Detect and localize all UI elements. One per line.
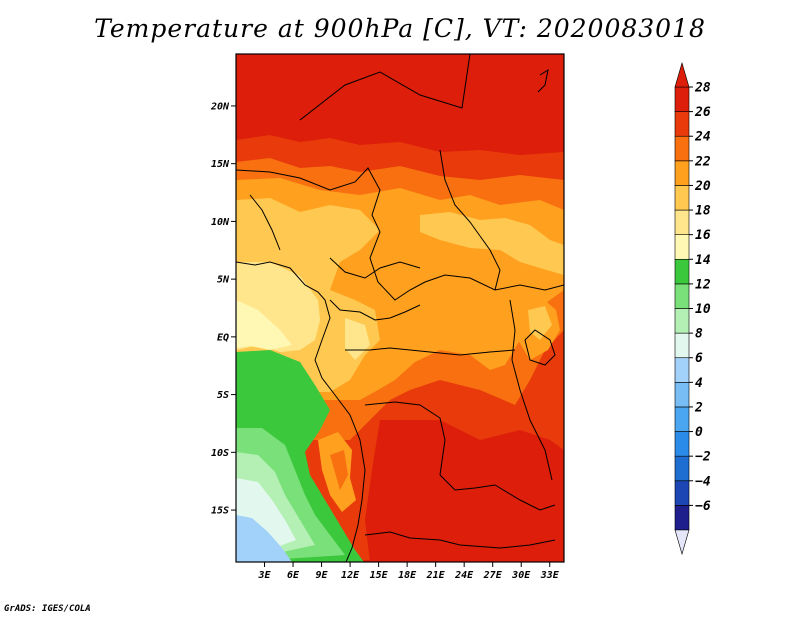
colorbar-label: 0 (695, 425, 703, 440)
colorbar-swatch (674, 382, 690, 408)
lon-tick-label: 12E (341, 570, 360, 581)
lat-tick-label: EQ (217, 332, 229, 343)
colorbar-swatch (674, 480, 690, 506)
longitude-axis: 3E 6E 9E 12E 15E 18E 21E 24E 27E 30E 33E (257, 562, 560, 581)
colorbar-label: 26 (694, 105, 711, 120)
colorbar-label: 18 (695, 204, 711, 219)
colorbar-swatch (674, 258, 690, 285)
colorbar-swatch (674, 234, 690, 260)
colorbar-swatch (674, 185, 690, 211)
colorbar-label: 6 (695, 351, 703, 366)
country-borders (236, 54, 564, 562)
lon-tick-label: 15E (370, 570, 389, 581)
lat-tick-label: 15N (211, 159, 230, 170)
map-frame (235, 53, 565, 563)
grads-credit: GrADS: IGES/COLA (4, 604, 91, 614)
lon-tick-label: 18E (398, 570, 417, 581)
colorbar-swatch (674, 406, 690, 432)
colorbar-swatch (674, 332, 690, 359)
colorbar-label: 2 (694, 400, 703, 415)
colorbar-over-arrow (674, 61, 690, 88)
colorbar-swatch (674, 357, 690, 383)
chart-title: Temperature at 900hPa [C], VT: 202008301… (94, 14, 706, 43)
colorbar-label: 12 (695, 277, 711, 292)
lon-tick-label: 21E (426, 570, 446, 581)
latitude-axis: 20N 15N 10N 5N EQ 5S 10S 15S (210, 101, 236, 517)
colorbar-label: 10 (695, 302, 711, 317)
colorbar-swatch (674, 135, 690, 162)
lat-tick-label: 5S (217, 390, 229, 401)
colorbar-swatch (674, 111, 690, 137)
colorbar-swatch (674, 86, 690, 112)
colorbar-swatch (674, 455, 690, 482)
lat-tick-label: 20N (210, 101, 230, 112)
colorbar-label: 22 (694, 154, 711, 169)
colorbar-label: −2 (695, 450, 711, 465)
colorbar-swatch (674, 308, 690, 334)
colorbar-swatch (674, 283, 690, 309)
lat-tick-label: 5N (217, 275, 230, 286)
colorbar-label: 20 (694, 179, 711, 194)
colorbar-label: 28 (694, 81, 711, 96)
lon-tick-label: 27E (483, 570, 503, 581)
colorbar-label: 4 (695, 376, 703, 391)
colorbar-swatch (674, 505, 690, 531)
temperature-field (236, 54, 564, 562)
colorbar-swatch (674, 209, 690, 235)
colorbar-label: 16 (695, 228, 711, 243)
colorbar-label: 14 (695, 253, 711, 268)
lon-tick-label: 30E (511, 570, 531, 581)
lon-tick-label: 6E (287, 570, 300, 581)
colorbar-under-arrow (674, 529, 690, 556)
lon-tick-label: 9E (316, 570, 329, 581)
colorbar-label: −4 (695, 474, 711, 489)
lon-tick-label: 3E (257, 570, 271, 581)
colorbar-swatch (674, 431, 690, 457)
colorbar-label: 24 (694, 130, 711, 145)
lat-tick-label: 10N (211, 217, 230, 228)
lat-tick-label: 10S (211, 448, 229, 459)
colorbar-label: 8 (695, 327, 703, 342)
colorbar-label: −6 (695, 499, 711, 514)
colorbar-swatch (674, 160, 690, 186)
lon-tick-label: 33E (540, 570, 560, 581)
lon-tick-label: 24E (454, 570, 474, 581)
lat-tick-label: 15S (211, 506, 229, 517)
